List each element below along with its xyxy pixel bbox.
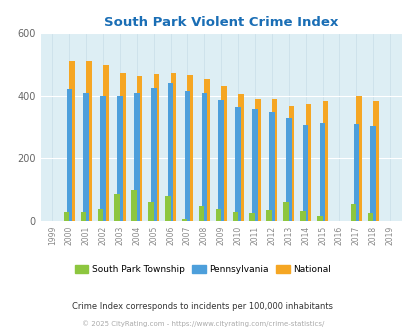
Bar [252, 109, 257, 221]
Bar [165, 196, 170, 221]
Bar [218, 100, 224, 221]
Bar [271, 99, 277, 221]
Bar [148, 202, 153, 221]
Bar [204, 79, 209, 221]
Bar [119, 73, 125, 221]
Bar [356, 96, 361, 221]
Bar [288, 106, 294, 221]
Bar [266, 210, 271, 221]
Bar [299, 211, 305, 221]
Bar [181, 218, 187, 221]
Bar [221, 86, 226, 221]
Bar [322, 101, 327, 221]
Bar [114, 194, 119, 221]
Bar [285, 118, 291, 221]
Bar [198, 206, 204, 221]
Bar [350, 204, 356, 221]
Bar [235, 107, 240, 221]
Bar [238, 94, 243, 221]
Bar [170, 73, 176, 221]
Bar [353, 124, 358, 221]
Bar [305, 104, 311, 221]
Legend: South Park Township, Pennsylvania, National: South Park Township, Pennsylvania, Natio… [71, 261, 334, 278]
Bar [100, 96, 106, 221]
Bar [64, 212, 69, 221]
Bar [201, 93, 207, 221]
Bar [283, 202, 288, 221]
Bar [66, 89, 72, 221]
Bar [131, 190, 136, 221]
Bar [249, 213, 254, 221]
Bar [86, 61, 92, 221]
Bar [319, 123, 324, 221]
Bar [269, 112, 274, 221]
Text: Crime Index corresponds to incidents per 100,000 inhabitants: Crime Index corresponds to incidents per… [72, 302, 333, 311]
Bar [136, 76, 142, 221]
Bar [153, 74, 159, 221]
Text: © 2025 CityRating.com - https://www.cityrating.com/crime-statistics/: © 2025 CityRating.com - https://www.city… [82, 320, 323, 327]
Bar [69, 61, 75, 221]
Bar [369, 126, 375, 221]
Bar [302, 124, 308, 221]
Title: South Park Violent Crime Index: South Park Violent Crime Index [104, 16, 338, 29]
Bar [97, 209, 103, 221]
Bar [215, 209, 221, 221]
Bar [151, 88, 156, 221]
Bar [83, 93, 89, 221]
Bar [316, 216, 322, 221]
Bar [367, 213, 372, 221]
Bar [81, 212, 86, 221]
Bar [117, 96, 122, 221]
Bar [184, 91, 190, 221]
Bar [103, 65, 109, 221]
Bar [254, 99, 260, 221]
Bar [167, 83, 173, 221]
Bar [134, 92, 139, 221]
Bar [372, 101, 378, 221]
Bar [232, 212, 238, 221]
Bar [187, 75, 193, 221]
